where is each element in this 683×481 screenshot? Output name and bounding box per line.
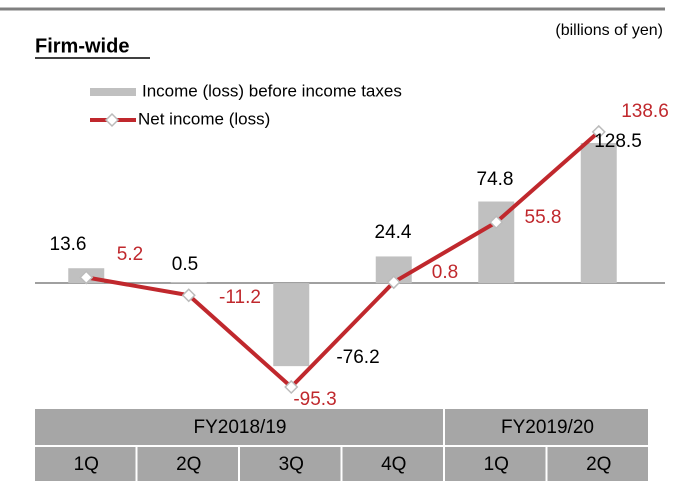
marker <box>489 215 504 230</box>
group-cell <box>445 409 648 445</box>
data-label: 128.5 <box>594 131 642 152</box>
category-cell <box>547 447 648 481</box>
data-label: 0.8 <box>432 262 458 283</box>
marker <box>284 379 299 395</box>
data-label: 13.6 <box>50 234 87 255</box>
legend-marker <box>104 112 120 128</box>
marker <box>386 275 401 290</box>
marker <box>79 270 94 285</box>
bar <box>273 283 310 367</box>
x-tick-label: 2Q <box>586 454 611 475</box>
data-label: 24.4 <box>375 222 412 243</box>
group-label: FY2019/20 <box>501 417 594 438</box>
legend-label: Income (loss) before income taxes <box>142 81 402 100</box>
x-tick-label: 1Q <box>74 454 99 475</box>
x-tick-label: 4Q <box>381 454 406 475</box>
category-cell <box>342 447 443 481</box>
data-label: 138.6 <box>621 101 669 122</box>
bar <box>170 282 207 284</box>
x-tick-label: 2Q <box>176 454 201 475</box>
data-label: -11.2 <box>219 287 261 308</box>
legend-swatch-bar <box>90 88 136 96</box>
bar <box>478 201 515 284</box>
data-label: 5.2 <box>117 244 143 265</box>
category-cell <box>445 447 546 481</box>
marker <box>181 288 196 303</box>
unit-note: (billions of yen) <box>555 22 663 39</box>
legend-label: Net income (loss) <box>138 109 270 128</box>
data-label: 0.5 <box>172 254 198 275</box>
category-cell <box>240 447 341 481</box>
data-label: 74.8 <box>477 169 514 190</box>
category-cell <box>137 447 238 481</box>
category-cell <box>35 447 136 481</box>
bar <box>580 142 617 284</box>
line <box>85 130 601 389</box>
data-label: 55.8 <box>525 207 562 228</box>
data-label: -95.3 <box>293 389 336 410</box>
marker <box>591 124 606 139</box>
x-tick-label: 1Q <box>484 454 509 475</box>
x-tick-label: 3Q <box>279 454 304 475</box>
group-cell <box>35 409 443 445</box>
subtitle: Firm-wide <box>35 35 129 57</box>
group-label: FY2018/19 <box>194 417 287 438</box>
data-label: -76.2 <box>336 347 379 368</box>
